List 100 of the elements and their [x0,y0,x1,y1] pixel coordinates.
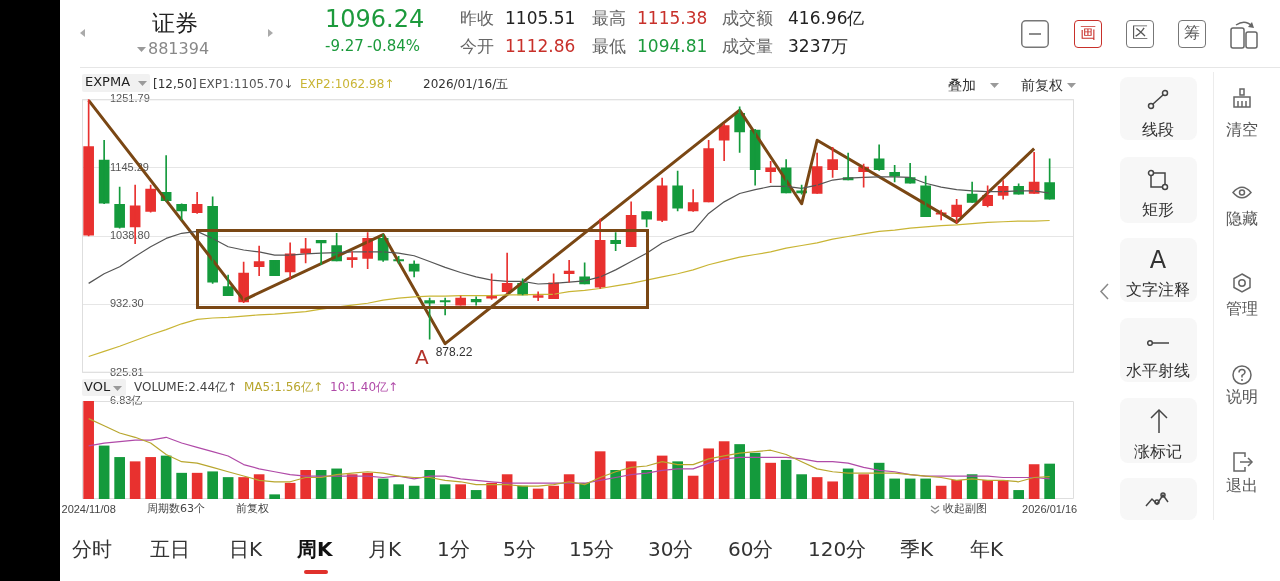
text: 叠加 [948,77,976,94]
text: 水平射线 [1126,361,1190,381]
text: 成交量 [722,36,773,57]
bar [718,441,730,499]
text: 416.96亿 [788,8,865,29]
text: 1112.86 [505,36,576,57]
text: 最高 [592,8,626,29]
bar [641,469,652,499]
bar [858,474,869,499]
text: 成交额 [722,8,773,29]
bar [1013,490,1024,499]
bar [904,478,916,499]
bar [269,494,280,499]
text: 涨标记 [1134,442,1182,462]
text: 线段 [1142,120,1174,140]
text: 月K [368,537,402,561]
legend-title: EXPMA [85,74,131,90]
text: 分时 [72,537,112,561]
text: 退出 [1226,476,1258,496]
annotation: 878.22 [435,345,473,360]
bar [114,457,125,499]
text: 管理 [1226,299,1258,319]
bar [951,480,962,499]
bar [145,457,156,499]
text: 1115.38 [637,8,708,29]
text: 今开 [460,36,494,57]
text: EXP1:1105.70↓ [199,77,294,92]
bar [129,461,141,499]
bar [889,478,900,499]
y-tick-label: 932.30 [110,297,144,310]
bar [408,485,420,499]
bar [253,474,265,499]
bar [982,480,993,499]
y-tick-label: 1251.79 [110,92,150,105]
bar [1028,464,1040,499]
text: VOLUME:2.44亿↑ [134,380,238,395]
text: 881394 [148,39,210,59]
bar [827,481,838,499]
text: 60分 [728,537,774,561]
bar [222,477,234,499]
bar [548,485,559,499]
bar [486,482,497,499]
text: 5分 [503,537,536,561]
text: -9.27 [325,37,364,56]
bar [796,474,807,499]
text: 前复权 [1021,77,1063,94]
text: 前复权 [236,502,269,516]
text: 清空 [1226,120,1258,140]
bar [160,455,172,499]
bar [439,484,451,499]
text: 证券 [152,10,198,37]
bar [300,469,311,499]
y-tick-label: 825.81 [110,365,144,378]
bar [749,452,761,499]
text: 1105.51 [505,8,576,29]
bar [470,490,482,499]
text: 120分 [808,537,867,561]
text: 周期数63个 [147,502,205,516]
bar [935,485,947,499]
bar [532,488,544,499]
bar [1044,463,1055,499]
bar [687,475,699,499]
bar [780,459,792,499]
text: -0.84% [367,37,421,56]
text: 说明 [1226,387,1258,407]
bar [207,471,218,499]
bar [98,445,110,499]
text: 最低 [592,36,626,57]
bar [765,462,776,499]
bar [83,401,94,499]
bar [362,472,373,499]
bar [920,478,931,499]
text: 昨收 [460,8,494,29]
bar [424,469,435,499]
bar [579,482,590,499]
text: 周K [297,537,333,561]
text: 10:1.40亿↑ [330,380,399,395]
text: 五日 [150,537,190,561]
text: 15分 [569,537,615,561]
text: 画 [1080,23,1096,43]
text: EXP2:1062.98↑ [300,77,395,92]
text: 区 [1132,23,1148,43]
text: A [1149,246,1167,275]
x-tick-label: 2026/01/16 [1022,502,1078,515]
text: 2026/01/16/五 [423,77,509,92]
bar [455,484,466,499]
text: 筹 [1184,23,1200,43]
bar [284,482,296,499]
bar [176,472,187,499]
text: 30分 [648,537,694,561]
text: [12,50] [153,77,197,92]
x-tick-label: 2024/11/08 [61,502,116,515]
annotation: A [415,345,429,369]
text: 矩形 [1142,200,1174,220]
bar [377,478,389,499]
text: 1分 [437,537,470,561]
bar [734,444,745,499]
text: 隐藏 [1226,209,1258,229]
legend-title: VOL [84,379,111,395]
bar [672,461,683,499]
